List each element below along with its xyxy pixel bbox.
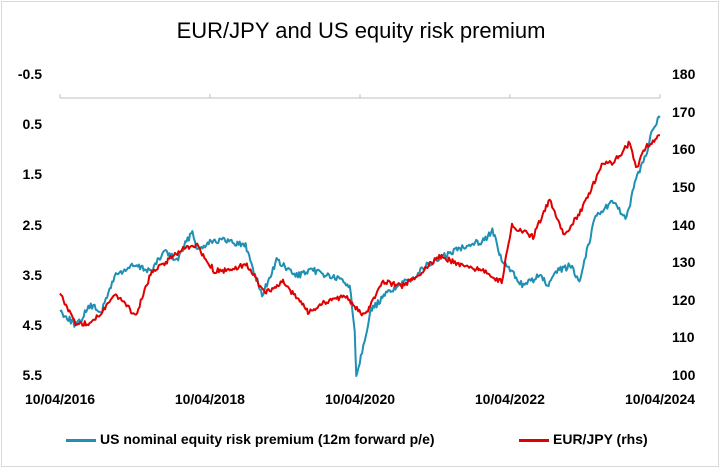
y-right-tick-label: 110 (672, 329, 695, 346)
series-line-eurjpy (59, 134, 660, 327)
legend-item-eurjpy: EUR/JPY (rhs) (519, 431, 648, 447)
y-left-tick-label: 5.5 (22, 367, 42, 383)
y-right-tick-label: 160 (672, 141, 696, 158)
legend-swatch-erp (66, 438, 96, 442)
y-left-tick-label: 0.5 (22, 116, 42, 133)
x-tick-label: 10/04/2024 (624, 391, 696, 407)
y-left-tick-label: 2.5 (22, 216, 42, 233)
y-right-tick-label: 140 (672, 216, 696, 233)
y-left-tick-label: 1.5 (22, 166, 42, 183)
x-tick-label: 10/04/2016 (24, 391, 96, 407)
x-tick-label: 10/04/2018 (174, 391, 245, 407)
y-right-tick-label: 130 (672, 254, 696, 271)
legend-swatch-eurjpy (519, 438, 549, 442)
legend-label-eurjpy: EUR/JPY (rhs) (553, 431, 648, 447)
y-left-tick-label: -0.5 (17, 66, 42, 82)
legend-label-erp: US nominal equity risk premium (12m forw… (100, 431, 435, 447)
legend-item-erp: US nominal equity risk premium (12m forw… (66, 431, 435, 447)
y-right-tick-label: 150 (672, 178, 696, 195)
chart-title: EUR/JPY and US equity risk premium (176, 18, 546, 43)
y-right-tick-label: 170 (672, 103, 696, 120)
x-tick-label: 10/04/2020 (324, 391, 396, 407)
series-line-erp (59, 115, 661, 377)
y-right-tick-label: 120 (672, 291, 696, 308)
x-tick-label: 10/04/2022 (474, 391, 545, 407)
y-left-tick-label: 4.5 (22, 316, 42, 333)
y-right-tick-label: 100 (672, 367, 696, 383)
y-right-tick-label: 180 (672, 66, 696, 82)
y-left-tick-label: 3.5 (22, 266, 42, 283)
